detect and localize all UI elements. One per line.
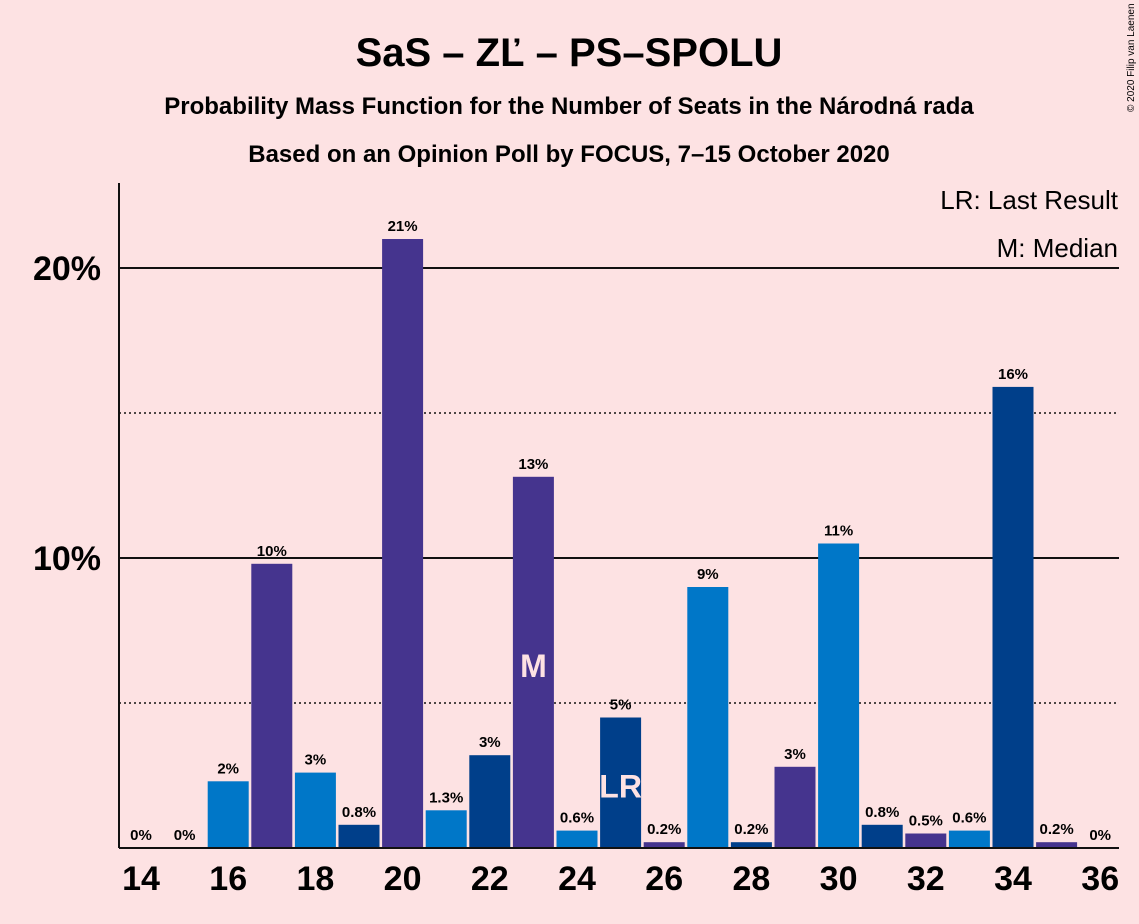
data-label-19: 0.8% <box>342 804 376 821</box>
bar-20 <box>382 239 424 848</box>
data-label-26: 0.2% <box>647 821 681 838</box>
bar-26 <box>643 842 685 848</box>
x-tick-24: 24 <box>558 860 596 898</box>
chart-title: SaS – ZĽ – PS–SPOLU <box>356 31 783 75</box>
y-tick-labels: 10% 20% <box>33 250 101 578</box>
copyright-note: © 2020 Filip van Laenen <box>1126 3 1137 112</box>
bar-17 <box>251 563 293 848</box>
y-tick-10: 10% <box>33 540 101 578</box>
data-label-24: 0.6% <box>560 810 594 827</box>
bar-23 <box>512 476 554 848</box>
x-tick-14: 14 <box>122 860 160 898</box>
data-label-22: 3% <box>479 734 501 751</box>
chart-subtitle-2: Based on an Opinion Poll by FOCUS, 7–15 … <box>248 141 890 168</box>
grid-lines <box>119 267 1119 704</box>
bar-21 <box>425 810 467 848</box>
bar-25 <box>600 717 642 848</box>
bar-27 <box>687 587 729 848</box>
data-label-16: 2% <box>217 760 239 777</box>
data-label-21: 1.3% <box>429 789 463 806</box>
bar-19 <box>338 824 380 848</box>
bar-34 <box>992 386 1034 848</box>
data-label-27: 9% <box>697 566 719 583</box>
data-label-23: 13% <box>518 456 548 473</box>
bar-28 <box>730 842 772 848</box>
x-tick-32: 32 <box>907 860 945 898</box>
data-label-20: 21% <box>388 218 418 235</box>
x-tick-30: 30 <box>820 860 858 898</box>
bar-30 <box>818 543 860 848</box>
x-tick-labels: 14 16 18 20 22 24 26 28 30 32 34 36 <box>122 860 1119 898</box>
bar-33 <box>948 830 990 848</box>
data-label-18: 3% <box>305 752 327 769</box>
data-label-30: 11% <box>824 523 853 540</box>
data-label-25: 5% <box>610 697 632 714</box>
data-label-34: 16% <box>998 366 1028 383</box>
bar-32 <box>905 833 947 848</box>
data-label-15: 0% <box>174 827 196 844</box>
x-tick-34: 34 <box>994 860 1032 898</box>
marks-group: M LR <box>520 648 642 805</box>
bar-18 <box>294 772 336 848</box>
x-tick-18: 18 <box>296 860 334 898</box>
data-label-28: 0.2% <box>734 821 768 838</box>
x-tick-36: 36 <box>1081 860 1119 898</box>
legend-median: M: Median <box>997 233 1118 263</box>
y-tick-20: 20% <box>33 250 101 288</box>
data-label-17: 10% <box>257 543 287 560</box>
x-tick-26: 26 <box>645 860 683 898</box>
last-result-mark: LR <box>599 769 642 805</box>
data-label-33: 0.6% <box>952 810 986 827</box>
bar-31 <box>861 824 903 848</box>
data-label-35: 0.2% <box>1039 821 1073 838</box>
data-label-32: 0.5% <box>909 813 943 830</box>
data-label-31: 0.8% <box>865 804 899 821</box>
data-label-36: 0% <box>1089 827 1111 844</box>
median-mark: M <box>520 648 547 684</box>
x-tick-28: 28 <box>732 860 770 898</box>
bar-35 <box>1036 842 1078 848</box>
bar-24 <box>556 830 598 848</box>
x-tick-16: 16 <box>209 860 247 898</box>
data-label-29: 3% <box>784 746 806 763</box>
bar-16 <box>207 781 249 848</box>
bar-22 <box>469 755 511 848</box>
legend-last-result: LR: Last Result <box>940 185 1119 215</box>
data-labels-group: 0% 0% 2% 10% 3% 0.8% 21% 1.3% 3% 13% 0.6% 5% 0.2% 9% 0… <box>130 218 1111 844</box>
data-label-14: 0% <box>130 827 152 844</box>
chart-subtitle: Probability Mass Function for the Number… <box>164 93 974 120</box>
bars-group <box>207 239 1078 848</box>
bar-29 <box>774 766 816 848</box>
x-tick-22: 22 <box>471 860 509 898</box>
x-tick-20: 20 <box>384 860 422 898</box>
